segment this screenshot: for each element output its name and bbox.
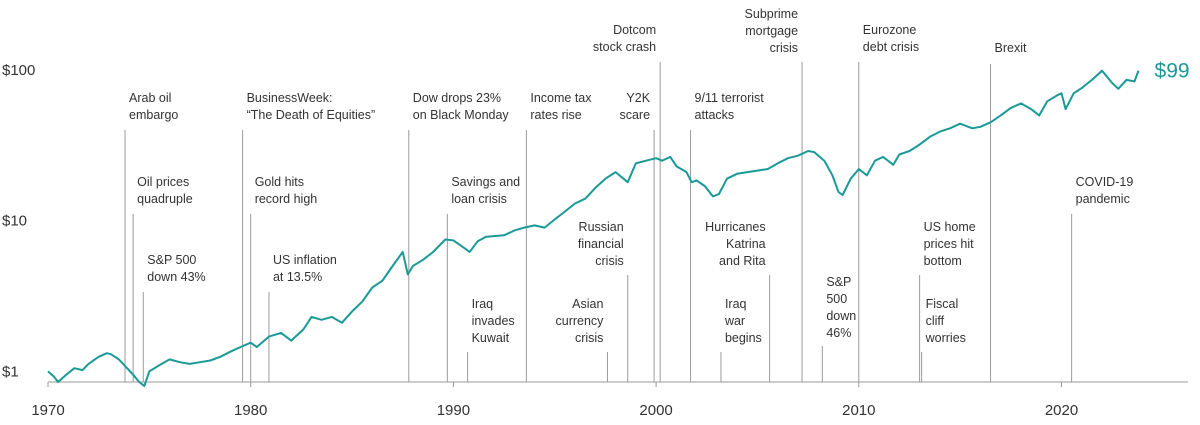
event-label: Dotcom stock crash — [593, 23, 656, 54]
event-label-line: worries — [925, 331, 966, 345]
event-label-line: Oil prices — [137, 175, 189, 189]
event-label-line: crisis — [575, 331, 603, 345]
event-label-line: at 13.5% — [273, 270, 322, 284]
event-label-line: 500 — [826, 292, 847, 306]
event-label: Dow drops 23% on Black Monday — [413, 91, 510, 122]
event-label: Gold hits record high — [255, 175, 318, 206]
event-label: Income tax rates rise — [530, 91, 592, 122]
event-label-line: cliff — [926, 314, 945, 328]
event-label-line: COVID-19 — [1076, 175, 1134, 189]
event-label-line: scare — [619, 108, 650, 122]
event-label-line: Russian — [579, 220, 624, 234]
event-label: Oil prices quadruple — [137, 175, 193, 206]
event-label-line: prices hit — [924, 237, 975, 251]
event-label-line: Iraq — [472, 297, 494, 311]
event-label-line: Income tax — [530, 91, 592, 105]
event-label-line: 46% — [826, 326, 851, 340]
y-tick-label: $100 — [2, 62, 35, 79]
event-label-line: crisis — [595, 254, 623, 268]
event-label-line: down — [826, 309, 856, 323]
event-label-line: US inflation — [273, 253, 337, 267]
event-label-line: and Rita — [719, 254, 766, 268]
event-label-line: US home — [924, 220, 976, 234]
event-label: Asian currency crisis — [556, 297, 605, 345]
event-label-line: currency — [556, 314, 605, 328]
event-label: US home prices hit bottom — [924, 220, 976, 268]
y-tick-label: $1 — [2, 363, 19, 380]
event-label-line: Eurozone — [863, 23, 917, 37]
event-label: Arab oil embargo — [129, 91, 178, 122]
event-label: Hurricanes Katrina and Rita — [705, 220, 765, 268]
event-label-line: embargo — [129, 108, 178, 122]
event-label: Y2K scare — [619, 91, 650, 122]
event-label-line: Asian — [572, 297, 603, 311]
event-label-line: Savings and — [451, 175, 520, 189]
event-label-line: record high — [255, 192, 318, 206]
event-label-line: Kuwait — [472, 331, 510, 345]
event-label: Subprime mortgage crisis — [745, 7, 799, 55]
final-value-label: $99 — [1155, 60, 1190, 83]
event-label-line: Y2K — [626, 91, 650, 105]
event-label-line: S&P 500 — [147, 253, 196, 267]
event-label-line: on Black Monday — [413, 108, 510, 122]
event-label-line: BusinessWeek: — [247, 91, 333, 105]
event-label: Eurozone debt crisis — [863, 23, 919, 54]
event-label-line: 9/11 terrorist — [695, 91, 765, 105]
x-tick-label: 2020 — [1045, 402, 1078, 419]
event-label-line: Iraq — [725, 297, 747, 311]
event-label-line: Dow drops 23% — [413, 91, 501, 105]
event-label: COVID-19 pandemic — [1076, 175, 1134, 206]
event-label-line: Subprime — [745, 7, 799, 21]
y-tick-label: $10 — [2, 213, 27, 230]
event-label-line: Brexit — [995, 41, 1027, 55]
event-label: BusinessWeek: “The Death of Equities” — [247, 91, 376, 122]
x-tick-label: 2000 — [639, 402, 672, 419]
event-label-line: quadruple — [137, 192, 193, 206]
event-label-line: “The Death of Equities” — [247, 108, 376, 122]
event-label: Brexit — [995, 41, 1027, 55]
event-label-line: debt crisis — [863, 40, 919, 54]
event-label: S&P 500 down 43% — [147, 253, 205, 284]
event-label-line: S&P — [826, 275, 851, 289]
event-label-line: mortgage — [745, 24, 798, 38]
event-label-line: invades — [472, 314, 515, 328]
event-label-line: Fiscal — [926, 297, 959, 311]
event-label-line: rates rise — [530, 108, 581, 122]
event-label-line: attacks — [695, 108, 735, 122]
series-line — [47, 69, 1140, 387]
event-label-line: stock crash — [593, 40, 656, 54]
event-label: Fiscal cliff worries — [925, 297, 966, 345]
event-label-line: financial — [578, 237, 624, 251]
x-tick-label: 2010 — [842, 402, 875, 419]
event-label: Russian financial crisis — [578, 220, 624, 268]
event-label-line: Gold hits — [255, 175, 304, 189]
event-label-line: war — [724, 314, 745, 328]
event-label: 9/11 terrorist attacks — [695, 91, 765, 122]
event-label: Savings and loan crisis — [451, 175, 520, 206]
event-label-line: Katrina — [726, 237, 766, 251]
event-label-line: bottom — [924, 254, 962, 268]
event-label: S&P 500 down 46% — [826, 275, 856, 340]
event-label-line: Hurricanes — [705, 220, 765, 234]
event-label-line: crisis — [770, 41, 798, 55]
event-label: US inflation at 13.5% — [273, 253, 337, 284]
event-label-line: down 43% — [147, 270, 205, 284]
event-label: Iraq war begins — [724, 297, 762, 345]
x-tick-label: 1970 — [31, 402, 64, 419]
event-label: Iraq invades Kuwait — [472, 297, 515, 345]
event-label-line: pandemic — [1076, 192, 1130, 206]
event-label-line: Arab oil — [129, 91, 171, 105]
event-label-line: Dotcom — [613, 23, 656, 37]
x-tick-label: 1990 — [437, 402, 470, 419]
event-label-line: loan crisis — [451, 192, 507, 206]
event-label-line: begins — [725, 331, 762, 345]
x-tick-label: 1980 — [234, 402, 267, 419]
